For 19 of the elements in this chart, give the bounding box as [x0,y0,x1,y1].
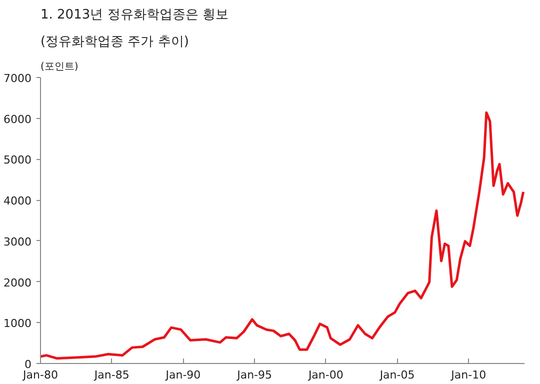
x-tick-label: Jan-90 [164,368,201,382]
y-tick-label: 0 [24,358,32,371]
x-tick-label: Jan-10 [450,368,486,382]
y-tick-label: 3000 [4,235,32,248]
line-series [40,111,524,360]
y-tick-label: 6000 [4,112,32,126]
chart-title: 1. 2013년 정유화학업종은 횡보 [40,8,228,22]
x-tick-label: Jan-95 [236,368,272,382]
y-tick-label: 2000 [4,276,32,290]
y-tick-label: 7000 [4,72,32,85]
y-axis-title: (포인트) [40,62,78,72]
y-tick-label: 5000 [4,154,32,167]
x-tick-label: Jan-85 [93,368,130,382]
x-tick-label: Jan-05 [378,368,415,382]
y-tick-label: 4000 [4,194,32,208]
x-tick-label: Jan-00 [307,368,344,382]
chart-subtitle: (정유화학업종 주가 추이) [40,34,189,50]
y-tick-label: 1000 [4,317,32,330]
x-tick-label: Jan-80 [22,368,58,382]
